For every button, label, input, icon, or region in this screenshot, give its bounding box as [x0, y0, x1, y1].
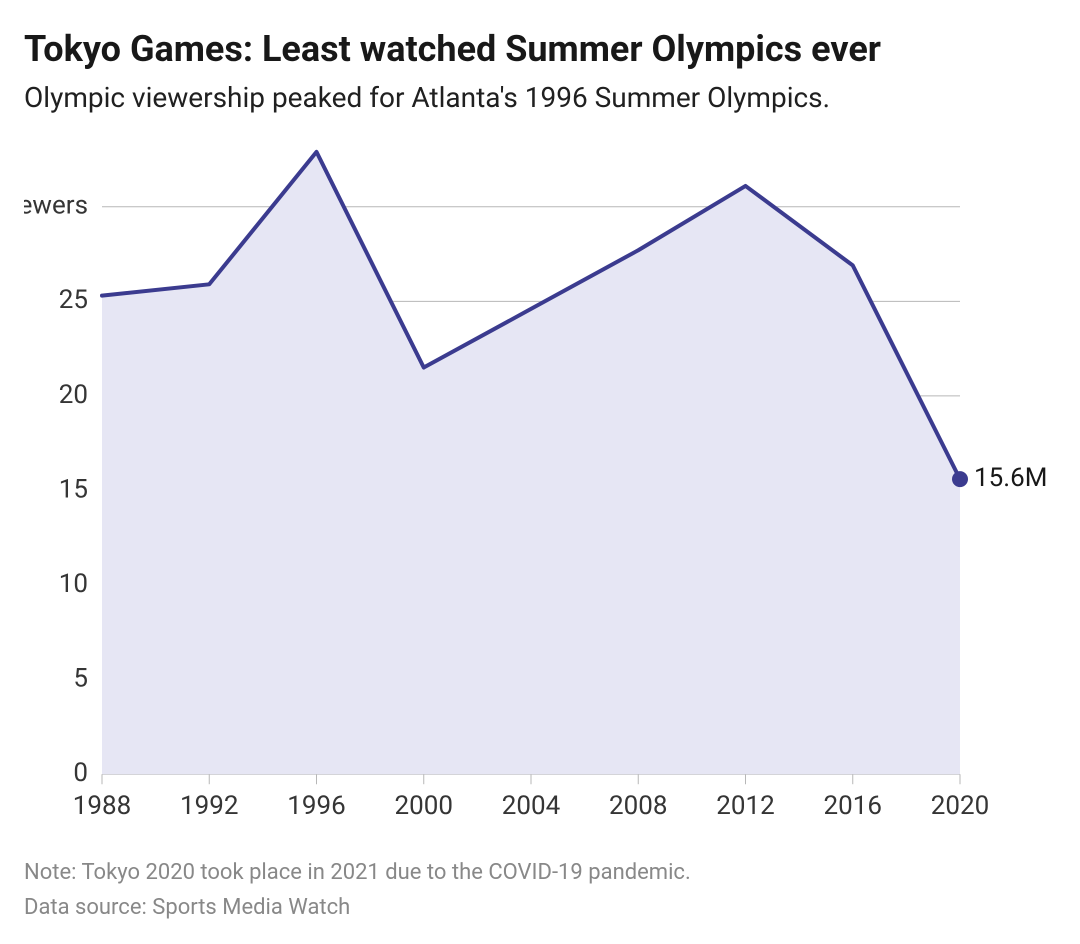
- area-fill: [102, 152, 960, 774]
- y-axis-tick: 5: [73, 664, 88, 694]
- x-axis-tick: 1992: [180, 791, 238, 821]
- y-axis-tick: 15: [59, 475, 88, 505]
- x-axis-tick: 1996: [287, 791, 345, 821]
- y-axis-tick: 30M viewers: [24, 191, 88, 221]
- area-chart: 0 5 10 15 20 25 30M viewers 15.6M 1988 1992 1996 20…: [24, 138, 1056, 836]
- chart-note: Note: Tokyo 2020 took place in 2021 due …: [24, 858, 1056, 889]
- y-axis-tick: 0: [73, 758, 88, 788]
- y-axis-tick: 25: [59, 285, 88, 315]
- y-axis-tick: 10: [59, 569, 88, 599]
- chart-footer: Note: Tokyo 2020 took place in 2021 due …: [24, 854, 1056, 928]
- x-axis-tick: 2012: [716, 791, 774, 821]
- x-axis-tick: 2016: [824, 791, 882, 821]
- chart-source: Data source: Sports Media Watch: [24, 893, 1056, 924]
- end-label: 15.6M: [974, 463, 1047, 493]
- x-axis-tick: 2020: [931, 791, 989, 821]
- x-axis-tick: 2000: [395, 791, 453, 821]
- chart-title: Tokyo Games: Least watched Summer Olympi…: [24, 28, 1056, 71]
- end-marker: [952, 471, 968, 487]
- y-axis-tick: 20: [59, 380, 88, 410]
- x-axis-tick: 1988: [73, 791, 131, 821]
- x-axis-tick: 2004: [502, 791, 561, 821]
- x-axis-tick: 2008: [609, 791, 667, 821]
- chart-subtitle: Olympic viewership peaked for Atlanta's …: [24, 81, 1056, 114]
- chart-area: 0 5 10 15 20 25 30M viewers 15.6M 1988 1992 1996 20…: [24, 138, 1056, 836]
